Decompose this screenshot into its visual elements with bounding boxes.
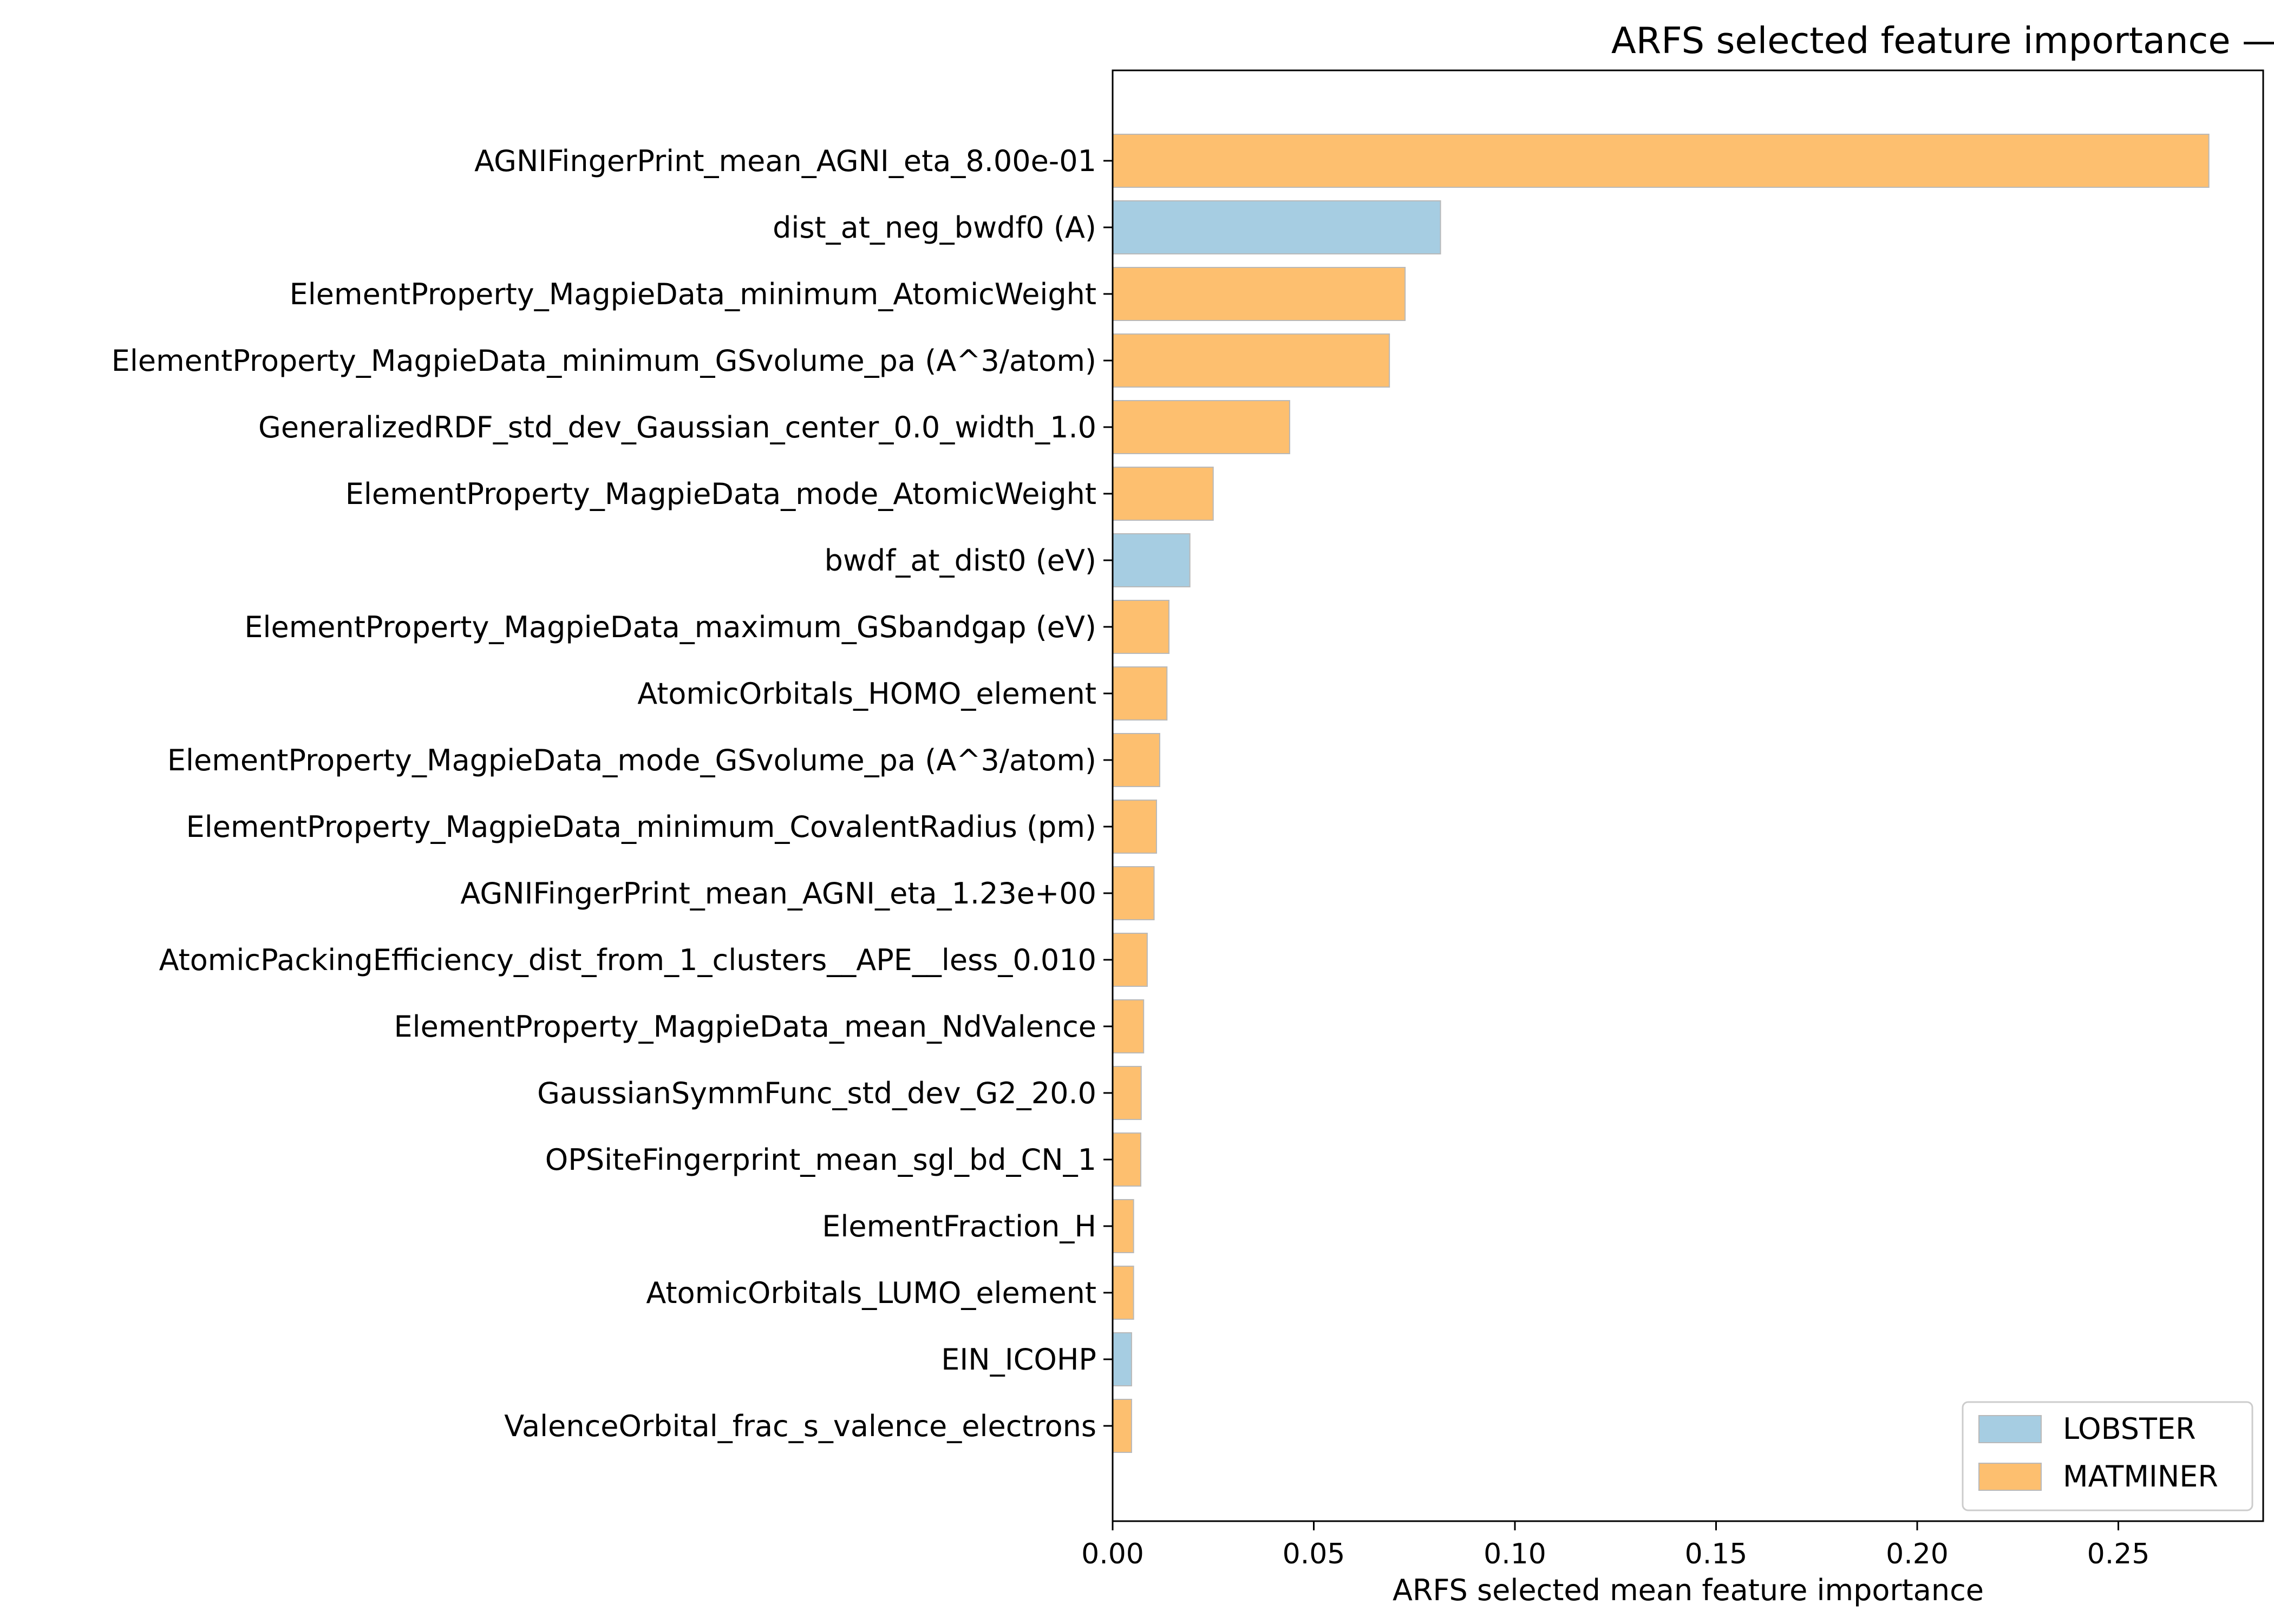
y-tick-label: OPSiteFingerprint_mean_sgl_bd_CN_1 [545,1143,1096,1177]
y-tick-label: AtomicOrbitals_HOMO_element [637,677,1096,711]
bars-group [1112,134,2210,1453]
x-tick-label: 0.15 [1685,1538,1748,1570]
plot-area-frame [1112,69,2264,1522]
y-tick-label: EIN_ICOHP [941,1343,1096,1377]
y-tick-label: ElementProperty_MagpieData_mean_NdValenc… [394,1010,1096,1044]
y-tick-label: ElementProperty_MagpieData_minimum_Coval… [186,810,1096,844]
bar-1 [1112,134,2210,188]
y-tick-labels: AGNIFingerPrint_mean_AGNI_eta_8.00e-01di… [112,144,1096,1443]
bar-13 [1112,933,1148,987]
x-tick-label: 0.05 [1283,1538,1345,1570]
y-tick-label: AGNIFingerPrint_mean_AGNI_eta_8.00e-01 [474,144,1096,178]
x-axis-label: ARFS selected mean feature importance [1393,1573,1984,1607]
y-tick-label: bwdf_at_dist0 (eV) [825,543,1096,578]
bar-7 [1112,533,1191,587]
y-tick-label: GaussianSymmFunc_std_dev_G2_20.0 [537,1076,1096,1110]
x-tick-label: 0.20 [1886,1538,1949,1570]
bar-18 [1112,1266,1134,1320]
y-tick-label: AtomicPackingEfficiency_dist_from_1_clus… [159,943,1096,977]
bar-9 [1112,666,1168,721]
bar-5 [1112,400,1290,454]
legend: LOBSTER MATMINER [1962,1401,2253,1511]
legend-swatch-lobster [1978,1415,2042,1443]
bar-8 [1112,600,1170,654]
bar-14 [1112,999,1145,1053]
y-tick-label: ElementProperty_MagpieData_minimum_GSvol… [112,344,1096,378]
x-tick-label: 0.10 [1484,1538,1546,1570]
bar-16 [1112,1132,1142,1187]
y-tick-label: AtomicOrbitals_LUMO_element [646,1276,1096,1310]
chart-title: ARFS selected feature importance — last_… [1611,19,2274,62]
bar-20 [1112,1399,1132,1453]
y-tick-label: ElementProperty_MagpieData_mode_AtomicWe… [345,477,1096,511]
y-tick-label: ElementProperty_MagpieData_mode_GSvolume… [167,743,1096,777]
x-tick-label: 0.00 [1081,1538,1144,1570]
bar-19 [1112,1332,1132,1386]
bar-12 [1112,866,1155,920]
legend-label-matminer: MATMINER [2063,1459,2218,1494]
bar-10 [1112,733,1160,787]
x-axis-ticks: 0.00 0.05 0.10 0.15 0.20 0.25 [1081,1521,2149,1570]
y-tick-label: ElementProperty_MagpieData_maximum_GSban… [244,610,1096,644]
bar-17 [1112,1199,1134,1253]
y-tick-label: dist_at_neg_bwdf0 (A) [773,211,1096,245]
legend-swatch-matminer [1978,1463,2042,1491]
y-tick-label: ElementFraction_H [822,1209,1096,1243]
bar-4 [1112,333,1390,388]
bar-15 [1112,1066,1142,1120]
x-tick-label: 0.25 [2087,1538,2150,1570]
bar-2 [1112,200,1441,254]
y-tick-label: GeneralizedRDF_std_dev_Gaussian_center_0… [258,410,1096,444]
y-tick-label: ElementProperty_MagpieData_minimum_Atomi… [290,277,1096,311]
y-tick-label: ValenceOrbital_frac_s_valence_electrons [504,1409,1096,1443]
y-tick-marks [1103,160,1113,1427]
bar-6 [1112,467,1214,521]
bar-11 [1112,800,1157,854]
y-tick-label: AGNIFingerPrint_mean_AGNI_eta_1.23e+00 [460,876,1096,911]
bar-3 [1112,267,1406,321]
legend-label-lobster: LOBSTER [2063,1412,2196,1446]
